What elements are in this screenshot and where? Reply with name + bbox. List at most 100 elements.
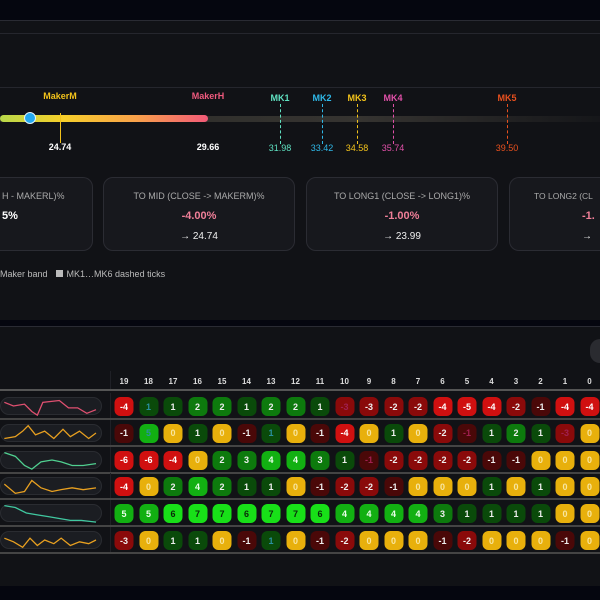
score-cell: -1: [531, 397, 550, 416]
score-cell: 4: [335, 504, 354, 524]
score-cell: -6: [139, 450, 158, 470]
maker-band-panel: MakerM 24.74 MakerH 29.66 MK1 31.98 MK2 33.42 MK…: [0, 20, 600, 320]
score-cell: 6: [310, 504, 330, 524]
mk-dashed-tick: [393, 104, 394, 144]
score-cell: -2: [457, 531, 477, 550]
score-cell: 1: [261, 477, 281, 497]
table-row[interactable]: -4 0 2 4 2 1 1 0 -1 -2 -2 -1 0 0 0 1 0 1 0 0: [0, 473, 600, 501]
score-cell: 7: [286, 504, 305, 524]
mk-value: 33.42: [310, 143, 334, 153]
mk-value: 39.50: [495, 143, 519, 153]
sparkline-track: [0, 397, 102, 415]
legend-band: Maker band: [0, 269, 48, 279]
sparkline: [4, 424, 97, 440]
score-cell: -2: [384, 450, 403, 470]
score-cell: -2: [335, 531, 354, 550]
table-row[interactable]: -1 5 0 1 0 -1 1 0 -1 -4 0 1 0 -2 -1 1 2 1 -3 0: [0, 419, 600, 447]
score-cell: 0: [359, 531, 379, 550]
column-header: 14: [242, 377, 251, 386]
score-cell: 1: [188, 423, 207, 443]
score-cell: 7: [261, 504, 281, 524]
card-title: TO MID (CLOSE -> MAKERM)%: [133, 191, 265, 201]
column-header: 3: [513, 377, 519, 386]
column-divider: [110, 446, 111, 472]
score-cell: 1: [531, 504, 550, 524]
score-cell: 0: [286, 531, 305, 550]
score-cell: -2: [384, 397, 403, 416]
score-cell: 3: [310, 450, 330, 470]
sparkline-path: [4, 424, 97, 440]
score-cell: -1: [384, 477, 403, 497]
card-pct: -4.00%: [181, 210, 217, 222]
column-header: 11: [315, 377, 325, 386]
column-divider: [110, 473, 111, 499]
score-cell: -6: [114, 450, 134, 470]
score-cell: 1: [457, 504, 477, 524]
score-cell: 0: [384, 531, 403, 550]
score-cell: -1: [310, 423, 330, 443]
score-cell: 3: [237, 450, 256, 470]
score-cell: 2: [163, 477, 183, 497]
score-cell: 0: [580, 504, 599, 524]
score-cell: 1: [261, 531, 281, 550]
column-divider: [110, 500, 111, 526]
sparkline: [4, 537, 97, 549]
score-cell: 0: [139, 477, 158, 497]
score-cell: 0: [212, 531, 232, 550]
scroll-button[interactable]: [590, 339, 600, 363]
score-cell: -3: [114, 531, 134, 550]
score-cell: -2: [335, 477, 354, 497]
mk-dashed-tick: [280, 104, 281, 144]
column-header: 0: [587, 377, 592, 386]
score-cell: -1: [114, 423, 134, 443]
score-cell: 0: [457, 477, 477, 497]
current-price-knob[interactable]: [24, 112, 36, 124]
makerm-tick: [60, 113, 61, 143]
score-cell: -2: [457, 450, 477, 470]
makerh-value: 29.66: [196, 142, 220, 152]
score-cell: 0: [531, 531, 550, 550]
score-cell: 3: [433, 504, 452, 524]
score-cell: 7: [188, 504, 207, 524]
makerh-label: MakerH: [191, 91, 225, 101]
score-cell: -1: [237, 423, 256, 443]
score-cell: 2: [188, 397, 207, 416]
score-cell: 0: [555, 450, 575, 470]
sparkline-path: [4, 505, 97, 523]
card-target: → 24.74: [180, 231, 218, 242]
score-cell: -3: [359, 397, 379, 416]
score-cell: 0: [555, 504, 575, 524]
sparkline: [4, 451, 97, 470]
card-to-long1: TO LONG1 (CLOSE -> LONG1)% -1.00% → 23.99: [306, 177, 498, 251]
score-cell: 1: [163, 531, 183, 550]
score-cell: -2: [433, 450, 452, 470]
sparkline-track: [0, 504, 102, 523]
mk-label: MK1: [270, 93, 290, 103]
table-row[interactable]: -3 0 1 1 0 -1 1 0 -1 -2 0 0 0 -1 -2 0 0 0 -1 0: [0, 527, 600, 554]
column-header: 18: [144, 377, 153, 386]
score-cell: 1: [237, 477, 256, 497]
score-cell: 0: [506, 477, 526, 497]
column-header: 7: [415, 377, 421, 386]
card-0: H - MAKERL)% 5%: [0, 177, 93, 251]
score-cell: -1: [359, 450, 379, 470]
table-row[interactable]: -6 -6 -4 0 2 3 4 4 3 1 -1 -2 -2 -2 -2 -1 -1 0 0 0: [0, 446, 600, 474]
column-header: 15: [217, 377, 227, 386]
card-title: TO LONG2 (CL: [534, 191, 593, 201]
score-cell: 2: [212, 477, 232, 497]
score-cell: 1: [384, 423, 403, 443]
score-cell: 1: [482, 423, 501, 443]
card-to-long2: TO LONG2 (CL -1. →: [509, 177, 600, 251]
table-row[interactable]: -4 1 1 2 2 1 2 2 1 -3 -3 -2 -2 -4 -5 -4 -2 -1 -4 -4: [0, 393, 600, 420]
score-cell: 0: [555, 477, 575, 497]
column-header: 1: [562, 377, 568, 386]
sparkline-path: [4, 537, 97, 549]
mk-value: 31.98: [268, 143, 292, 153]
score-cell: 0: [531, 450, 550, 470]
card-pct: -1.: [582, 210, 595, 222]
score-cell: 0: [408, 531, 428, 550]
score-cell: 1: [531, 477, 550, 497]
score-cell: 0: [408, 477, 428, 497]
score-cell: 1: [335, 450, 354, 470]
